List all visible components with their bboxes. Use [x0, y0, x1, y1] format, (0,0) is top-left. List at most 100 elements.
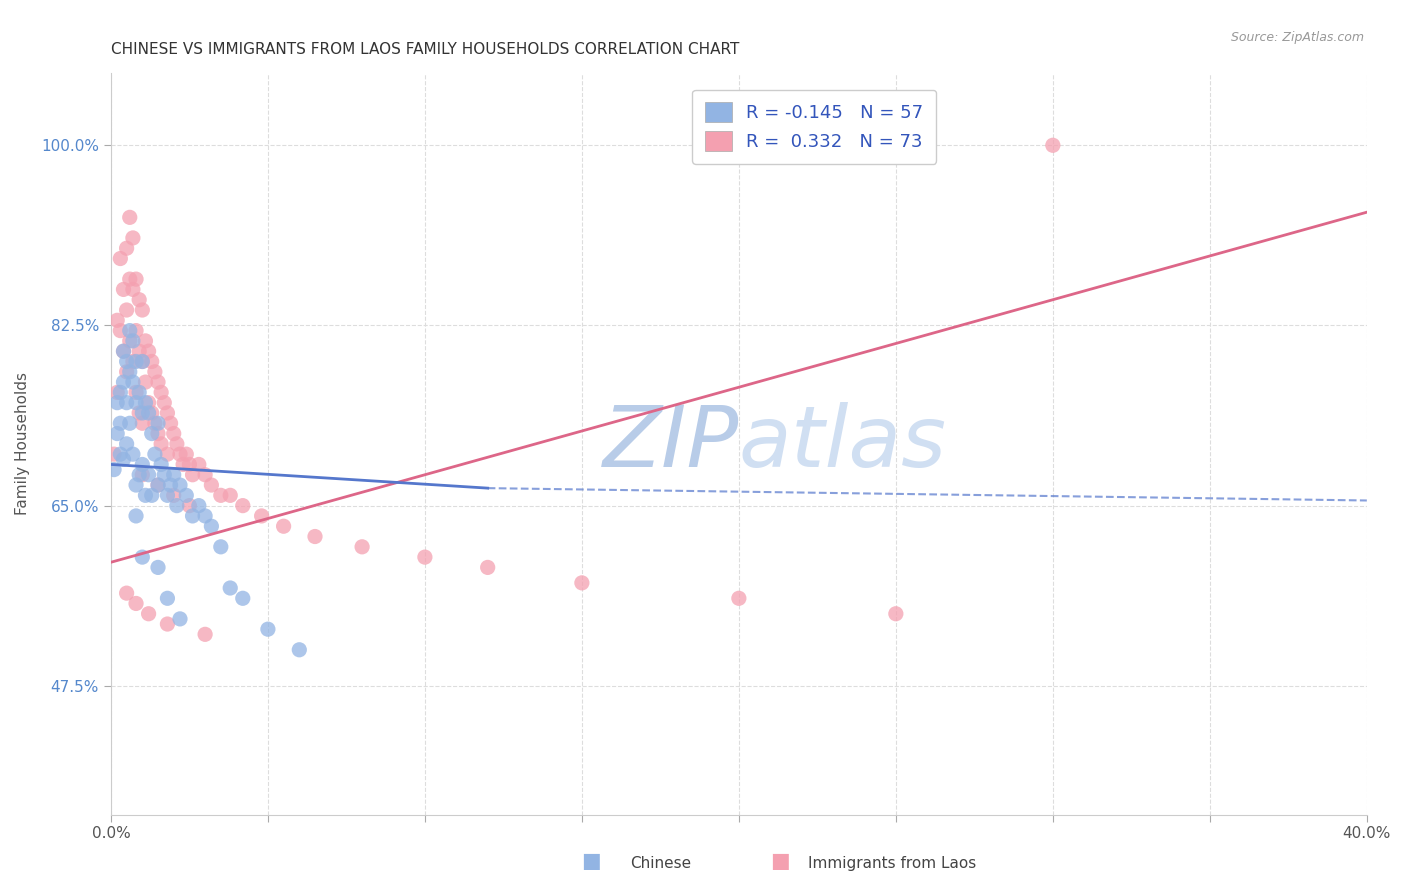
Text: ZIP: ZIP — [603, 402, 740, 485]
Point — [118, 334, 141, 348]
Point — [131, 354, 153, 368]
Point — [146, 478, 169, 492]
Y-axis label: Family Households: Family Households — [15, 372, 30, 516]
Point — [141, 406, 163, 420]
Point — [138, 467, 160, 482]
Point — [118, 272, 141, 286]
Text: ■: ■ — [770, 852, 790, 871]
Point — [288, 642, 311, 657]
Point — [174, 447, 197, 461]
Point — [110, 252, 132, 266]
Point — [209, 488, 232, 502]
Point — [134, 488, 156, 502]
Legend: R = -0.145   N = 57, R =  0.332   N = 73: R = -0.145 N = 57, R = 0.332 N = 73 — [692, 89, 936, 164]
Point — [194, 627, 217, 641]
Point — [118, 365, 141, 379]
Point — [232, 591, 254, 606]
Point — [146, 417, 169, 431]
Point — [131, 354, 153, 368]
Point — [131, 417, 153, 431]
Point — [125, 324, 148, 338]
Point — [156, 617, 179, 632]
Point — [125, 385, 148, 400]
Point — [125, 272, 148, 286]
Point — [122, 282, 145, 296]
Point — [1042, 138, 1064, 153]
Point — [172, 458, 194, 472]
Point — [219, 488, 242, 502]
Point — [110, 324, 132, 338]
Point — [115, 365, 138, 379]
Point — [118, 211, 141, 225]
Point — [110, 447, 132, 461]
Point — [150, 437, 173, 451]
Point — [105, 395, 128, 409]
Point — [122, 447, 145, 461]
Point — [146, 478, 169, 492]
Point — [131, 406, 153, 420]
Point — [115, 395, 138, 409]
Point — [163, 488, 186, 502]
Point — [187, 499, 209, 513]
Point — [128, 293, 150, 307]
Point — [134, 334, 156, 348]
Point — [138, 607, 160, 621]
Point — [115, 241, 138, 255]
Point — [477, 560, 499, 574]
Point — [105, 385, 128, 400]
Point — [728, 591, 751, 606]
Point — [166, 437, 188, 451]
Point — [273, 519, 295, 533]
Point — [156, 591, 179, 606]
Point — [138, 406, 160, 420]
Point — [112, 452, 135, 467]
Point — [128, 406, 150, 420]
Point — [153, 395, 176, 409]
Point — [250, 508, 273, 523]
Point — [141, 488, 163, 502]
Point — [112, 282, 135, 296]
Point — [131, 467, 153, 482]
Point — [125, 395, 148, 409]
Point — [179, 458, 201, 472]
Point — [115, 586, 138, 600]
Point — [179, 499, 201, 513]
Point — [156, 406, 179, 420]
Point — [143, 417, 166, 431]
Point — [105, 313, 128, 327]
Point — [200, 519, 222, 533]
Point — [128, 467, 150, 482]
Point — [115, 354, 138, 368]
Point — [112, 344, 135, 359]
Point — [174, 488, 197, 502]
Point — [232, 499, 254, 513]
Point — [413, 550, 436, 565]
Point — [118, 417, 141, 431]
Point — [134, 375, 156, 389]
Point — [112, 375, 135, 389]
Point — [169, 612, 191, 626]
Point — [181, 508, 204, 523]
Point — [125, 478, 148, 492]
Text: CHINESE VS IMMIGRANTS FROM LAOS FAMILY HOUSEHOLDS CORRELATION CHART: CHINESE VS IMMIGRANTS FROM LAOS FAMILY H… — [111, 42, 740, 57]
Text: ■: ■ — [581, 852, 600, 871]
Point — [122, 375, 145, 389]
Point — [159, 478, 181, 492]
Point — [128, 385, 150, 400]
Point — [169, 447, 191, 461]
Point — [159, 417, 181, 431]
Point — [131, 303, 153, 318]
Point — [219, 581, 242, 595]
Point — [128, 344, 150, 359]
Point — [131, 550, 153, 565]
Point — [134, 395, 156, 409]
Point — [352, 540, 374, 554]
Point — [257, 622, 280, 636]
Point — [125, 597, 148, 611]
Text: Chinese: Chinese — [630, 856, 690, 871]
Point — [194, 508, 217, 523]
Point — [118, 324, 141, 338]
Text: Source: ZipAtlas.com: Source: ZipAtlas.com — [1230, 31, 1364, 45]
Point — [163, 426, 186, 441]
Point — [122, 354, 145, 368]
